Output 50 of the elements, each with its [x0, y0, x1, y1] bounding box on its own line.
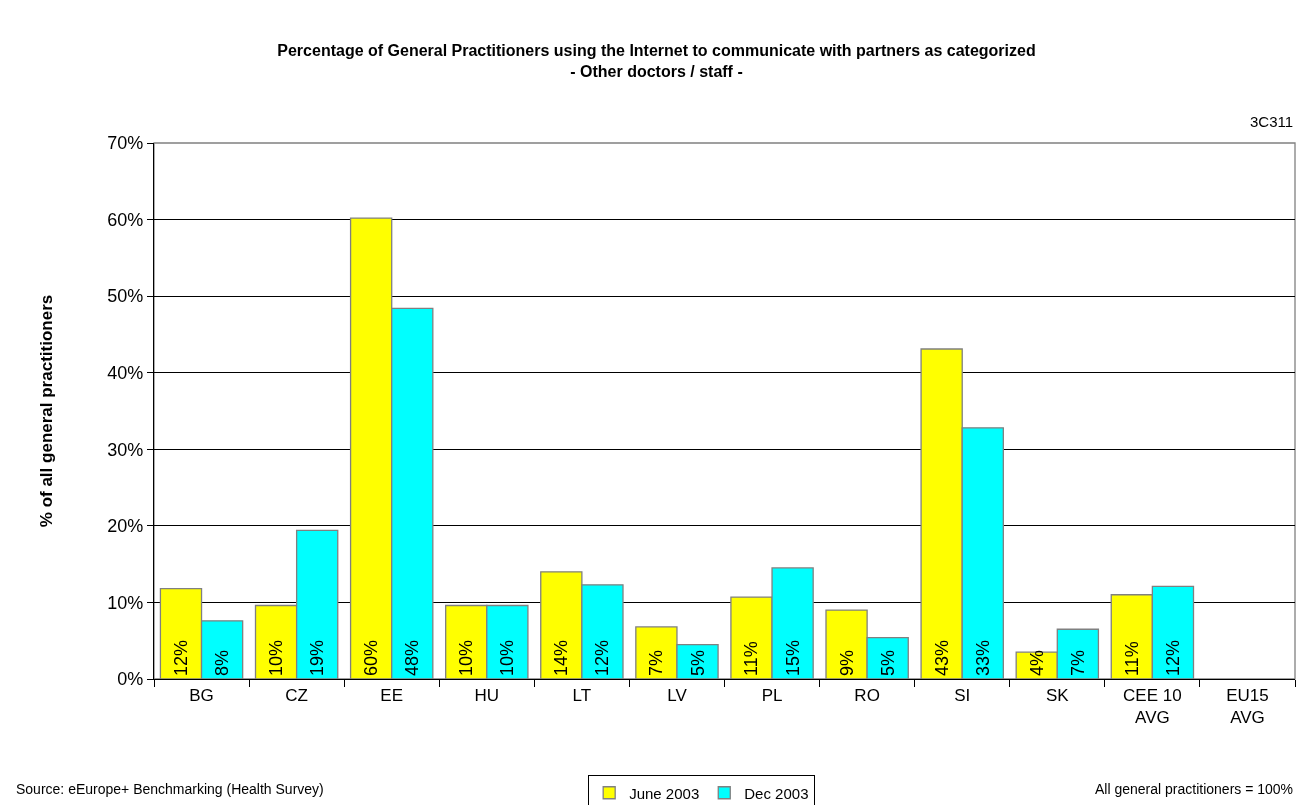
data-label: 11%	[1121, 641, 1142, 676]
data-label: 19%	[307, 639, 328, 676]
x-tick-label: RO	[854, 685, 880, 705]
data-label: 33%	[972, 639, 993, 676]
data-label: 12%	[1162, 639, 1183, 676]
data-label: 14%	[551, 639, 572, 676]
data-label: 12%	[170, 639, 191, 676]
data-label: 15%	[782, 639, 803, 676]
data-label: 7%	[646, 649, 667, 676]
y-axis-title: % of all general practitioners	[36, 294, 56, 528]
x-tick-label: SI	[954, 685, 971, 705]
y-tick-label: 60%	[107, 209, 144, 230]
data-label: 9%	[836, 649, 857, 676]
y-tick-label: 20%	[107, 516, 144, 537]
x-tick-label: SK	[1045, 685, 1070, 705]
x-tick-label: PL	[761, 685, 783, 705]
text: All general practitioners = 100%	[1095, 781, 1294, 797]
x-tick-label: CZ	[285, 685, 308, 705]
legend-label: June 2003	[629, 784, 700, 802]
chart-title: Percentage of General Practitioners using the Internet to communicate with partners as categorized	[277, 42, 1036, 60]
y-tick-label: 0%	[117, 669, 144, 690]
x-tick-label: EU15 AVG	[1226, 685, 1269, 727]
legend-label: Dec 2003	[744, 784, 809, 802]
x-tick-label: HU	[474, 685, 500, 705]
data-label: 5%	[877, 649, 898, 676]
chart-subtitle: - Other doctors / staff -	[570, 63, 743, 81]
data-label: 43%	[931, 639, 952, 676]
text: 3C311	[1250, 113, 1294, 130]
y-tick-label: 70%	[107, 133, 144, 154]
source-note: Source: eEurope+ Benchmarking (Health Survey)	[16, 781, 324, 797]
x-tick-label: CEE 10 AVG	[1123, 685, 1182, 727]
x-tick-label: LV	[667, 685, 688, 705]
data-label: 10%	[266, 639, 287, 676]
data-label: 10%	[456, 639, 477, 676]
data-label: 48%	[402, 639, 423, 676]
data-label: 10%	[497, 639, 518, 676]
data-label: 60%	[361, 639, 382, 676]
x-tick-label: BG	[189, 685, 214, 705]
y-tick-label: 10%	[107, 592, 144, 613]
y-tick-label: 50%	[107, 286, 144, 307]
data-label: 11%	[741, 641, 762, 676]
data-label: 7%	[1067, 649, 1088, 676]
y-tick-label: 30%	[107, 439, 144, 460]
data-label: 12%	[592, 639, 613, 676]
y-tick-label: 40%	[107, 363, 144, 384]
x-tick-label: EE	[380, 685, 404, 705]
data-label: 5%	[687, 649, 708, 676]
x-tick-label: LT	[572, 685, 592, 705]
data-label: 8%	[212, 649, 233, 676]
data-label: 4%	[1026, 649, 1047, 676]
